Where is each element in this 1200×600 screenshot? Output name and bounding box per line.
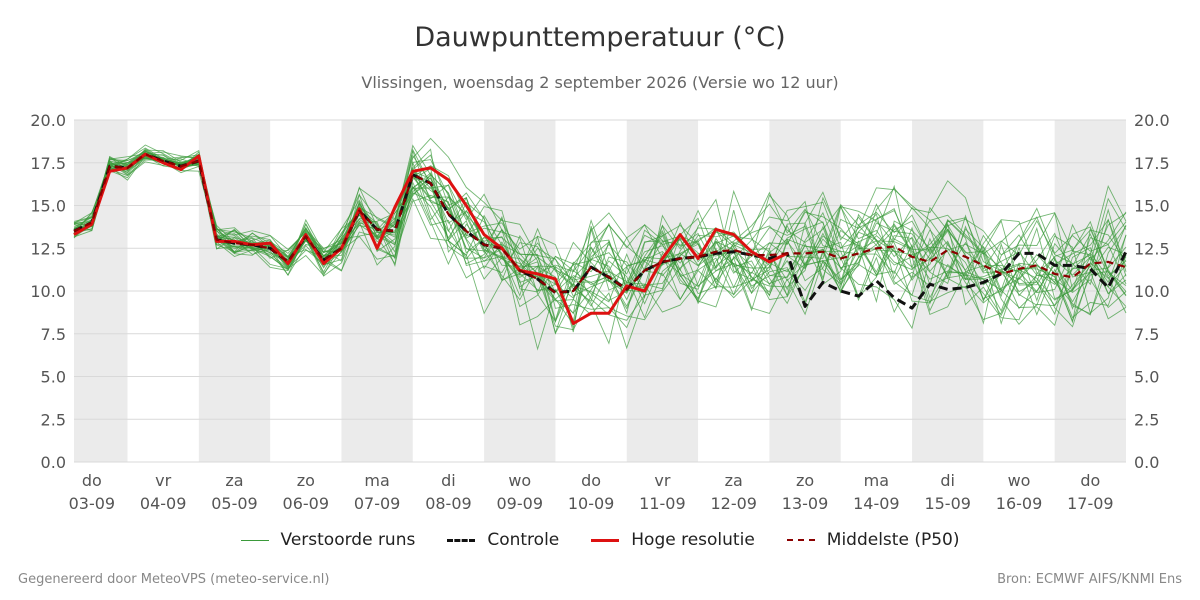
x-tick-day: do	[1080, 471, 1100, 490]
y-tick-label: 2.5	[1134, 410, 1159, 429]
x-tick-day: do	[581, 471, 601, 490]
x-tick-day: wo	[1008, 471, 1031, 490]
x-tick-day: vr	[155, 471, 171, 490]
y-tick-label: 7.5	[41, 325, 66, 344]
x-tick-date: 06-09	[283, 494, 330, 513]
y-tick-label: 0.0	[41, 453, 66, 472]
high-res-line	[73, 152, 788, 325]
x-tick-day: ma	[364, 471, 389, 490]
x-tick-date: 10-09	[568, 494, 615, 513]
legend-swatch-high-res	[591, 538, 620, 542]
y-tick-label: 15.0	[1134, 197, 1170, 216]
legend-label: Controle	[487, 530, 560, 550]
footer-source: Bron: ECMWF AIFS/KNMI Ens	[997, 572, 1182, 587]
y-tick-label: 12.5	[30, 239, 66, 258]
ensemble-member-line	[73, 149, 1127, 324]
y-tick-label: 12.5	[1134, 239, 1170, 258]
legend-swatch-control	[447, 538, 476, 542]
x-tick-date: 11-09	[639, 494, 686, 513]
chart-subtitle: Vlissingen, woensdag 2 september 2026 (V…	[361, 73, 839, 92]
footer-credit: Gegenereerd door MeteoVPS (meteo-service…	[18, 572, 330, 587]
x-tick-day: zo	[796, 471, 814, 490]
x-tick-day: za	[725, 471, 743, 490]
x-tick-date: 16-09	[996, 494, 1043, 513]
x-tick-day: wo	[508, 471, 531, 490]
x-axis: do 03-09 vr 04-09 za 05-09 zo 06-09 ma 07-09 di 08-…	[69, 471, 1114, 513]
legend-swatch-ensemble	[240, 539, 269, 541]
x-tick-date: 04-09	[140, 494, 187, 513]
x-tick-date: 05-09	[211, 494, 258, 513]
ensemble-member-line	[73, 149, 1127, 302]
x-tick-date: 03-09	[69, 494, 116, 513]
x-tick-day: zo	[297, 471, 315, 490]
y-tick-label: 10.0	[30, 282, 66, 301]
y-tick-label: 20.0	[30, 111, 66, 130]
x-tick-day: vr	[654, 471, 670, 490]
x-tick-date: 08-09	[425, 494, 472, 513]
x-tick-date: 12-09	[710, 494, 757, 513]
legend-item-control[interactable]: Controle	[447, 530, 559, 550]
chart-title: Dauwpunttemperatuur (°C)	[414, 22, 786, 53]
x-tick-day: ma	[864, 471, 889, 490]
series-lines	[73, 152, 1128, 325]
y-tick-label: 5.0	[1134, 368, 1159, 387]
gridlines	[74, 119, 1126, 463]
x-tick-day: di	[441, 471, 456, 490]
y-tick-label: 0.0	[1134, 453, 1159, 472]
x-tick-date: 17-09	[1067, 494, 1114, 513]
legend-swatch-median	[786, 539, 815, 541]
x-tick-date: 14-09	[853, 494, 900, 513]
x-tick-date: 09-09	[497, 494, 544, 513]
y-tick-label: 17.5	[1134, 154, 1170, 173]
y-tick-label: 2.5	[41, 410, 66, 429]
x-tick-day: do	[82, 471, 102, 490]
legend: Verstoorde runs Controle Hoge resolutie …	[0, 530, 1200, 550]
y-tick-label: 17.5	[30, 154, 66, 173]
y-tick-label: 15.0	[30, 197, 66, 216]
y-tick-label: 10.0	[1134, 282, 1170, 301]
median-line	[73, 153, 1127, 294]
y-axis-left: 0.0 2.5 5.0 7.5 10.0 12.5 15.0 17.5 20.0	[30, 111, 66, 472]
legend-label: Hoge resolutie	[631, 530, 755, 550]
legend-label: Verstoorde runs	[280, 530, 416, 550]
y-tick-label: 5.0	[41, 368, 66, 387]
x-tick-date: 15-09	[924, 494, 971, 513]
x-tick-date: 07-09	[354, 494, 401, 513]
y-tick-label: 20.0	[1134, 111, 1170, 130]
ensemble-member-line	[73, 144, 1127, 321]
legend-item-median[interactable]: Middelste (P50)	[786, 530, 960, 550]
legend-item-high-res[interactable]: Hoge resolutie	[591, 530, 755, 550]
y-axis-right: 0.0 2.5 5.0 7.5 10.0 12.5 15.0 17.5 20.0	[1134, 111, 1170, 472]
legend-item-ensemble[interactable]: Verstoorde runs	[240, 530, 416, 550]
x-tick-day: di	[940, 471, 955, 490]
y-tick-label: 7.5	[1134, 325, 1159, 344]
ensemble-member-line	[73, 156, 1127, 350]
x-tick-date: 13-09	[782, 494, 829, 513]
ensemble-member-line	[73, 154, 1127, 327]
legend-label: Middelste (P50)	[826, 530, 960, 550]
ensemble-member-line	[73, 152, 1127, 316]
ensemble-member-line	[73, 150, 1127, 331]
x-tick-day: za	[225, 471, 243, 490]
